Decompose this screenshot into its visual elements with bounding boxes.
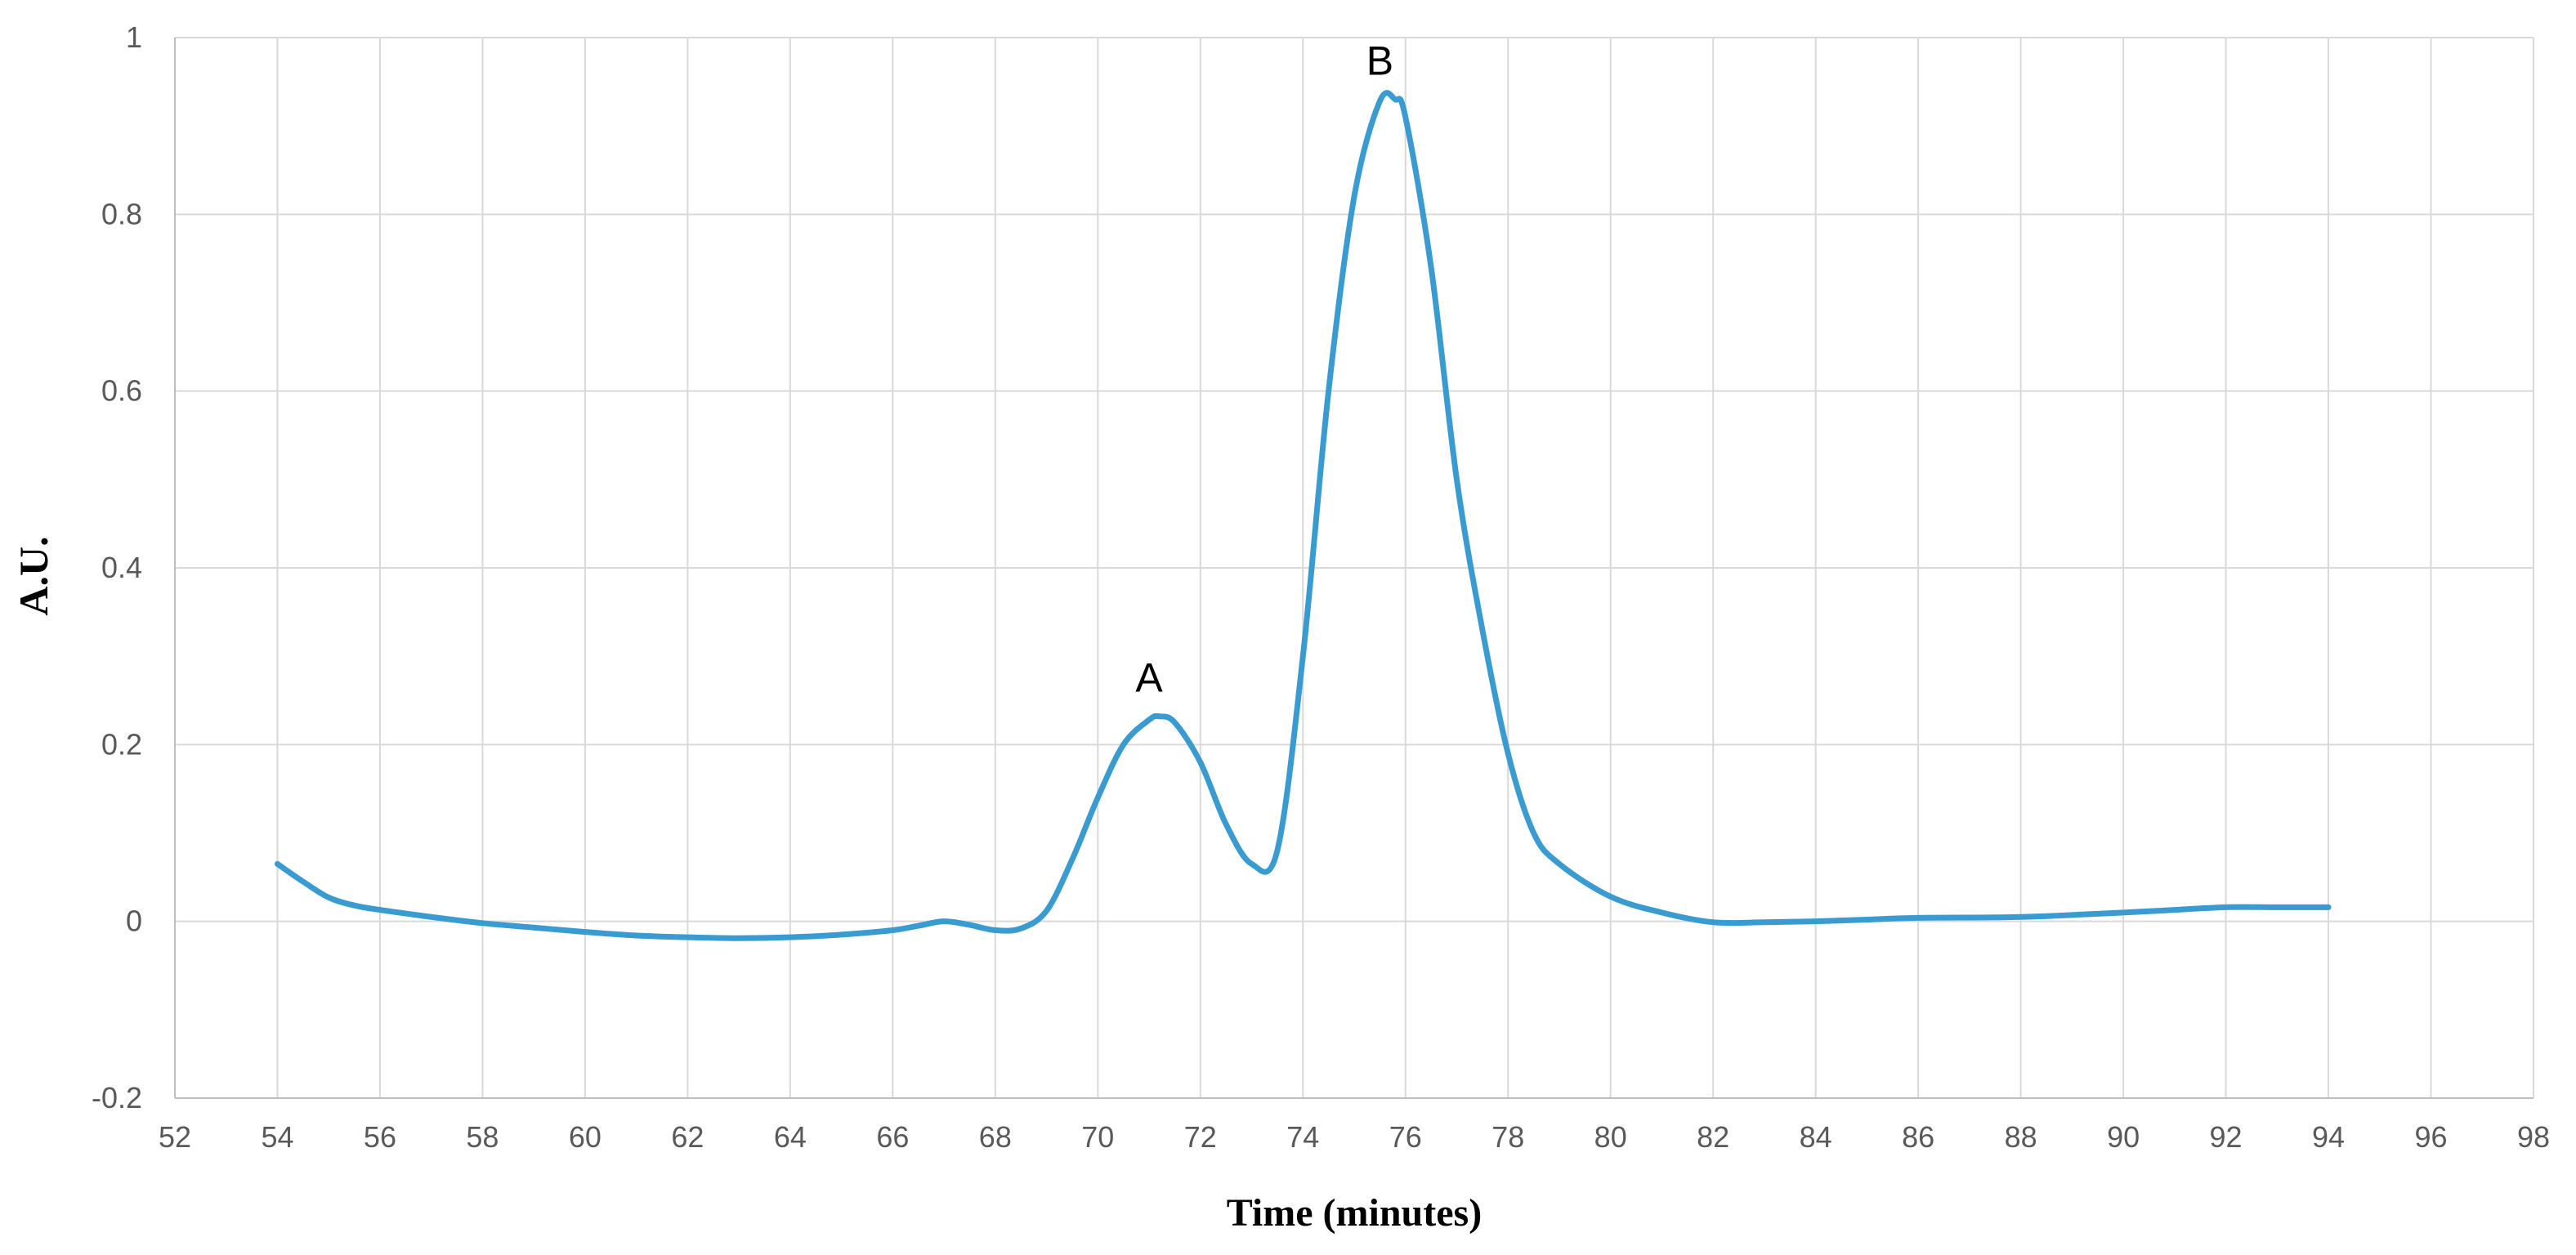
x-tick-label: 80: [1594, 1120, 1627, 1154]
x-tick-label: 56: [364, 1120, 396, 1154]
annotations: AB: [1135, 38, 1393, 701]
axes: [174, 38, 2534, 1099]
y-tick-label: 0.6: [101, 374, 142, 408]
x-tick-label: 58: [466, 1120, 499, 1154]
x-axis-title: Time (minutes): [1227, 1191, 1482, 1235]
x-tick-label: 86: [1902, 1120, 1934, 1154]
x-tick-label: 52: [159, 1120, 191, 1154]
peak-label-b: B: [1366, 38, 1393, 84]
y-tick-label: 1: [126, 20, 142, 54]
x-tick-label: 74: [1286, 1120, 1319, 1154]
y-tick-label: 0.8: [101, 197, 142, 230]
y-tick-label: 0.2: [101, 727, 142, 761]
x-tick-label: 60: [569, 1120, 602, 1154]
y-tick-labels: -0.2 0 0.2 0.4 0.6 0.8 1: [92, 20, 142, 1114]
x-tick-label: 92: [2210, 1120, 2243, 1154]
y-axis-title: A.U.: [11, 536, 56, 615]
peak-label-a: A: [1135, 655, 1163, 701]
x-tick-label: 72: [1184, 1120, 1217, 1154]
x-tick-label: 96: [2414, 1120, 2447, 1154]
y-tick-label: 0: [126, 904, 142, 938]
x-tick-label: 68: [979, 1120, 1012, 1154]
x-tick-label: 64: [774, 1120, 807, 1154]
x-tick-label: 70: [1081, 1120, 1114, 1154]
y-tick-label: -0.2: [92, 1081, 142, 1114]
x-tick-label: 78: [1491, 1120, 1524, 1154]
x-tick-label: 54: [261, 1120, 293, 1154]
x-tick-label: 84: [1800, 1120, 1832, 1154]
y-tick-label: 0.4: [101, 551, 142, 584]
x-tick-labels: 52 54 56 58 60 62 64 66 68 70 72 74 76 78 80 82 84 86 88 90…: [159, 1120, 2550, 1154]
series-group: [274, 90, 2332, 941]
x-tick-label: 76: [1389, 1120, 1422, 1154]
x-tick-label: 94: [2312, 1120, 2345, 1154]
x-tick-label: 90: [2107, 1120, 2140, 1154]
x-tick-label: 98: [2517, 1120, 2550, 1154]
x-tick-label: 82: [1697, 1120, 1729, 1154]
x-tick-label: 88: [2005, 1120, 2037, 1154]
x-tick-label: 66: [876, 1120, 909, 1154]
x-tick-label: 62: [671, 1120, 704, 1154]
series-line-0: [274, 90, 2332, 941]
